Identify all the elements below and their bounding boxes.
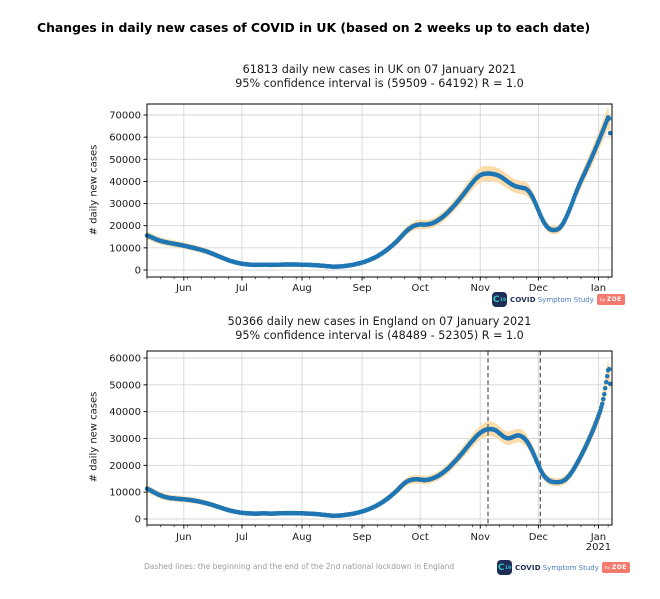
svg-text:70000: 70000: [109, 111, 141, 122]
app-icon-c: C: [497, 562, 505, 573]
covid-app-icon: C 19: [492, 292, 507, 307]
svg-text:Oct: Oct: [412, 283, 429, 294]
chart-uk-title-line1: 61813 daily new cases in UK on 07 Januar…: [242, 63, 517, 76]
zoe-by-text: by: [604, 566, 611, 571]
svg-text:Jun: Jun: [175, 532, 192, 543]
dashed-lines-footnote: Dashed lines: the beginning and the end …: [144, 562, 455, 571]
zoe-badge: by ZOE: [601, 562, 630, 573]
zoe-name-text: ZOE: [606, 296, 622, 303]
svg-text:Aug: Aug: [292, 283, 312, 294]
chart-uk-title-line2: 95% confidence interval is (59509 - 6419…: [235, 76, 524, 90]
plot-frame: [146, 350, 613, 526]
gridlines: [147, 351, 612, 525]
svg-text:Jul: Jul: [235, 532, 248, 543]
svg-text:Sep: Sep: [353, 532, 372, 543]
svg-text:2021: 2021: [586, 542, 611, 553]
svg-text:Aug: Aug: [292, 532, 312, 543]
daily-cases-dots: [144, 366, 613, 519]
chart-england-title: 50366 daily new cases in England on 07 J…: [147, 315, 612, 342]
chart-uk-plot: 0 10000 20000 30000 40000 50000 60000 70000 Jun J…: [109, 103, 613, 305]
chart-uk-title: 61813 daily new cases in UK on 07 Januar…: [147, 63, 612, 90]
svg-text:Nov: Nov: [470, 532, 490, 543]
svg-text:Jan: Jan: [590, 532, 606, 543]
svg-text:40000: 40000: [109, 177, 141, 188]
daily-cases-dots: [144, 115, 613, 269]
zoe-name-text: ZOE: [611, 564, 627, 571]
svg-text:60000: 60000: [109, 354, 141, 365]
chart-england-title-line2: 95% confidence interval is (48489 - 5230…: [235, 328, 524, 342]
svg-text:Dec: Dec: [529, 532, 548, 543]
covid-symptom-study-logo: C 19 COVID Symptom Study by ZOE: [490, 291, 627, 308]
plot-frame: [146, 103, 613, 278]
svg-text:Nov: Nov: [470, 283, 490, 294]
covid-app-icon: C 19: [497, 560, 512, 575]
svg-text:10000: 10000: [109, 488, 141, 499]
svg-text:Oct: Oct: [412, 532, 429, 543]
svg-text:Dec: Dec: [529, 283, 548, 294]
app-icon-19: 19: [499, 298, 507, 303]
confidence-band: [147, 106, 611, 269]
svg-text:20000: 20000: [109, 461, 141, 472]
axis-ticks-and-labels: 0 10000 20000 30000 40000 50000 60000 Jun Jul Aug…: [109, 354, 611, 554]
svg-text:Jul: Jul: [235, 283, 248, 294]
axis-ticks-and-labels: 0 10000 20000 30000 40000 50000 60000 70000 Jun J…: [109, 111, 611, 305]
svg-text:0: 0: [135, 515, 141, 526]
zoe-badge: by ZOE: [596, 294, 625, 305]
svg-text:50000: 50000: [109, 155, 141, 166]
svg-text:Sep: Sep: [353, 283, 372, 294]
gridlines: [147, 104, 612, 277]
zoe-by-text: by: [599, 298, 606, 303]
chart-england-plot: 0 10000 20000 30000 40000 50000 60000 Jun Jul Aug…: [109, 350, 613, 554]
svg-text:10000: 10000: [109, 243, 141, 254]
app-icon-c: C: [492, 294, 500, 305]
logo-covid-text: COVID: [510, 295, 536, 304]
svg-text:30000: 30000: [109, 434, 141, 445]
page-title: Changes in daily new cases of COVID in U…: [37, 20, 591, 35]
covid-symptom-study-logo: C 19 COVID Symptom Study by ZOE: [495, 559, 632, 576]
logo-covid-text: COVID: [515, 563, 541, 572]
svg-text:Jan: Jan: [590, 283, 606, 294]
logo-symptom-study-text: Symptom Study: [542, 563, 599, 572]
svg-text:40000: 40000: [109, 407, 141, 418]
logo-symptom-study-text: Symptom Study: [537, 295, 594, 304]
svg-text:20000: 20000: [109, 221, 141, 232]
svg-text:Jun: Jun: [175, 283, 192, 294]
app-icon-19: 19: [504, 566, 512, 571]
svg-text:30000: 30000: [109, 199, 141, 210]
chart-england-title-line1: 50366 daily new cases in England on 07 J…: [227, 315, 532, 328]
svg-text:0: 0: [135, 266, 141, 277]
svg-text:60000: 60000: [109, 133, 141, 144]
svg-text:50000: 50000: [109, 380, 141, 391]
